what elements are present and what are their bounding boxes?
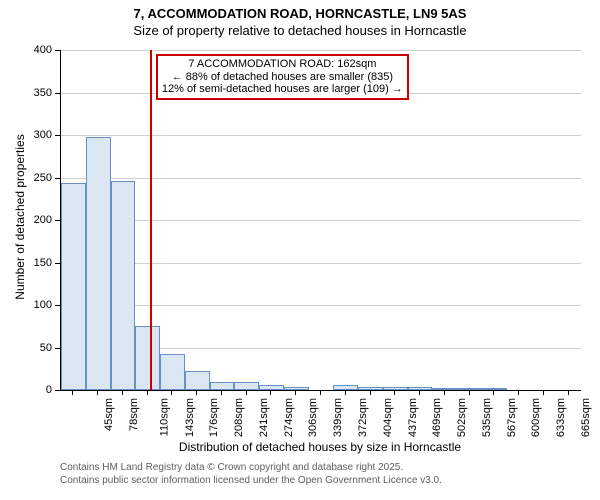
x-tick-label: 372sqm [357, 398, 369, 437]
x-tick-mark [147, 390, 148, 395]
marker-line [150, 50, 152, 390]
x-tick-label: 143sqm [184, 398, 196, 437]
y-tick-label: 50 [0, 342, 52, 354]
annotation-line-3: 12% of semi-detached houses are larger (… [162, 83, 403, 96]
x-tick-mark [543, 390, 544, 395]
x-tick-mark [568, 390, 569, 395]
x-tick-label: 502sqm [456, 398, 468, 437]
histogram-bar [135, 326, 160, 390]
x-tick-label: 306sqm [308, 398, 320, 437]
chart-subtitle: Size of property relative to detached ho… [0, 21, 600, 38]
x-tick-label: 665sqm [580, 398, 592, 437]
grid-line [61, 50, 581, 51]
x-tick-label: 437sqm [407, 398, 419, 437]
x-tick-label: 78sqm [128, 398, 140, 431]
histogram-bar [358, 387, 383, 390]
x-tick-mark [518, 390, 519, 395]
y-tick-mark [55, 135, 60, 136]
y-tick-label: 200 [0, 214, 52, 226]
grid-line [61, 305, 581, 306]
x-tick-label: 176sqm [209, 398, 221, 437]
x-tick-mark [270, 390, 271, 395]
x-tick-mark [122, 390, 123, 395]
y-tick-mark [55, 390, 60, 391]
x-tick-mark [370, 390, 371, 395]
credits-line-2: Contains public sector information licen… [60, 475, 442, 486]
grid-line [61, 178, 581, 179]
y-tick-label: 100 [0, 299, 52, 311]
x-tick-mark [419, 390, 420, 395]
annotation-box: 7 ACCOMMODATION ROAD: 162sqm← 88% of det… [156, 54, 409, 100]
x-tick-mark [221, 390, 222, 395]
plot-area: 7 ACCOMMODATION ROAD: 162sqm← 88% of det… [60, 50, 581, 391]
x-tick-mark [320, 390, 321, 395]
histogram-bar [61, 183, 86, 390]
y-tick-mark [55, 263, 60, 264]
histogram-bar [457, 388, 482, 390]
y-tick-mark [55, 305, 60, 306]
x-tick-mark [246, 390, 247, 395]
x-tick-mark [394, 390, 395, 395]
histogram-bar [160, 354, 185, 390]
histogram-bar [210, 382, 235, 391]
grid-line [61, 220, 581, 221]
y-tick-mark [55, 50, 60, 51]
y-tick-label: 150 [0, 257, 52, 269]
histogram-bar [111, 181, 136, 390]
y-tick-label: 350 [0, 87, 52, 99]
x-tick-label: 567sqm [506, 398, 518, 437]
x-tick-mark [196, 390, 197, 395]
chart-container: 7, ACCOMMODATION ROAD, HORNCASTLE, LN9 5… [0, 0, 600, 500]
x-tick-label: 241sqm [258, 398, 270, 437]
x-tick-label: 469sqm [431, 398, 443, 437]
x-tick-mark [295, 390, 296, 395]
histogram-bar [185, 371, 210, 390]
x-tick-label: 274sqm [283, 398, 295, 437]
x-tick-mark [493, 390, 494, 395]
x-tick-label: 208sqm [233, 398, 245, 437]
x-tick-label: 404sqm [382, 398, 394, 437]
y-tick-mark [55, 178, 60, 179]
y-tick-mark [55, 348, 60, 349]
y-tick-label: 300 [0, 129, 52, 141]
y-tick-mark [55, 93, 60, 94]
y-tick-mark [55, 220, 60, 221]
x-axis-label: Distribution of detached houses by size … [60, 440, 580, 454]
histogram-bar [259, 385, 284, 390]
histogram-bar [234, 382, 259, 390]
y-tick-label: 250 [0, 172, 52, 184]
grid-line [61, 135, 581, 136]
y-tick-label: 400 [0, 44, 52, 56]
histogram-bar [86, 137, 111, 390]
annotation-line-1: 7 ACCOMMODATION ROAD: 162sqm [162, 58, 403, 71]
annotation-line-2: ← 88% of detached houses are smaller (83… [162, 71, 403, 84]
x-tick-label: 633sqm [555, 398, 567, 437]
y-tick-label: 0 [0, 384, 52, 396]
grid-line [61, 263, 581, 264]
x-tick-mark [345, 390, 346, 395]
x-tick-mark [72, 390, 73, 395]
x-tick-mark [444, 390, 445, 395]
x-tick-label: 110sqm [158, 398, 170, 436]
histogram-bar [333, 385, 358, 390]
x-tick-mark [469, 390, 470, 395]
x-tick-label: 45sqm [103, 398, 115, 431]
chart-title: 7, ACCOMMODATION ROAD, HORNCASTLE, LN9 5… [0, 0, 600, 21]
credits-line-1: Contains HM Land Registry data © Crown c… [60, 462, 403, 473]
x-tick-label: 600sqm [530, 398, 542, 437]
x-tick-label: 339sqm [332, 398, 344, 437]
x-tick-mark [97, 390, 98, 395]
x-tick-mark [171, 390, 172, 395]
x-tick-label: 535sqm [481, 398, 493, 437]
histogram-bar [432, 388, 457, 390]
